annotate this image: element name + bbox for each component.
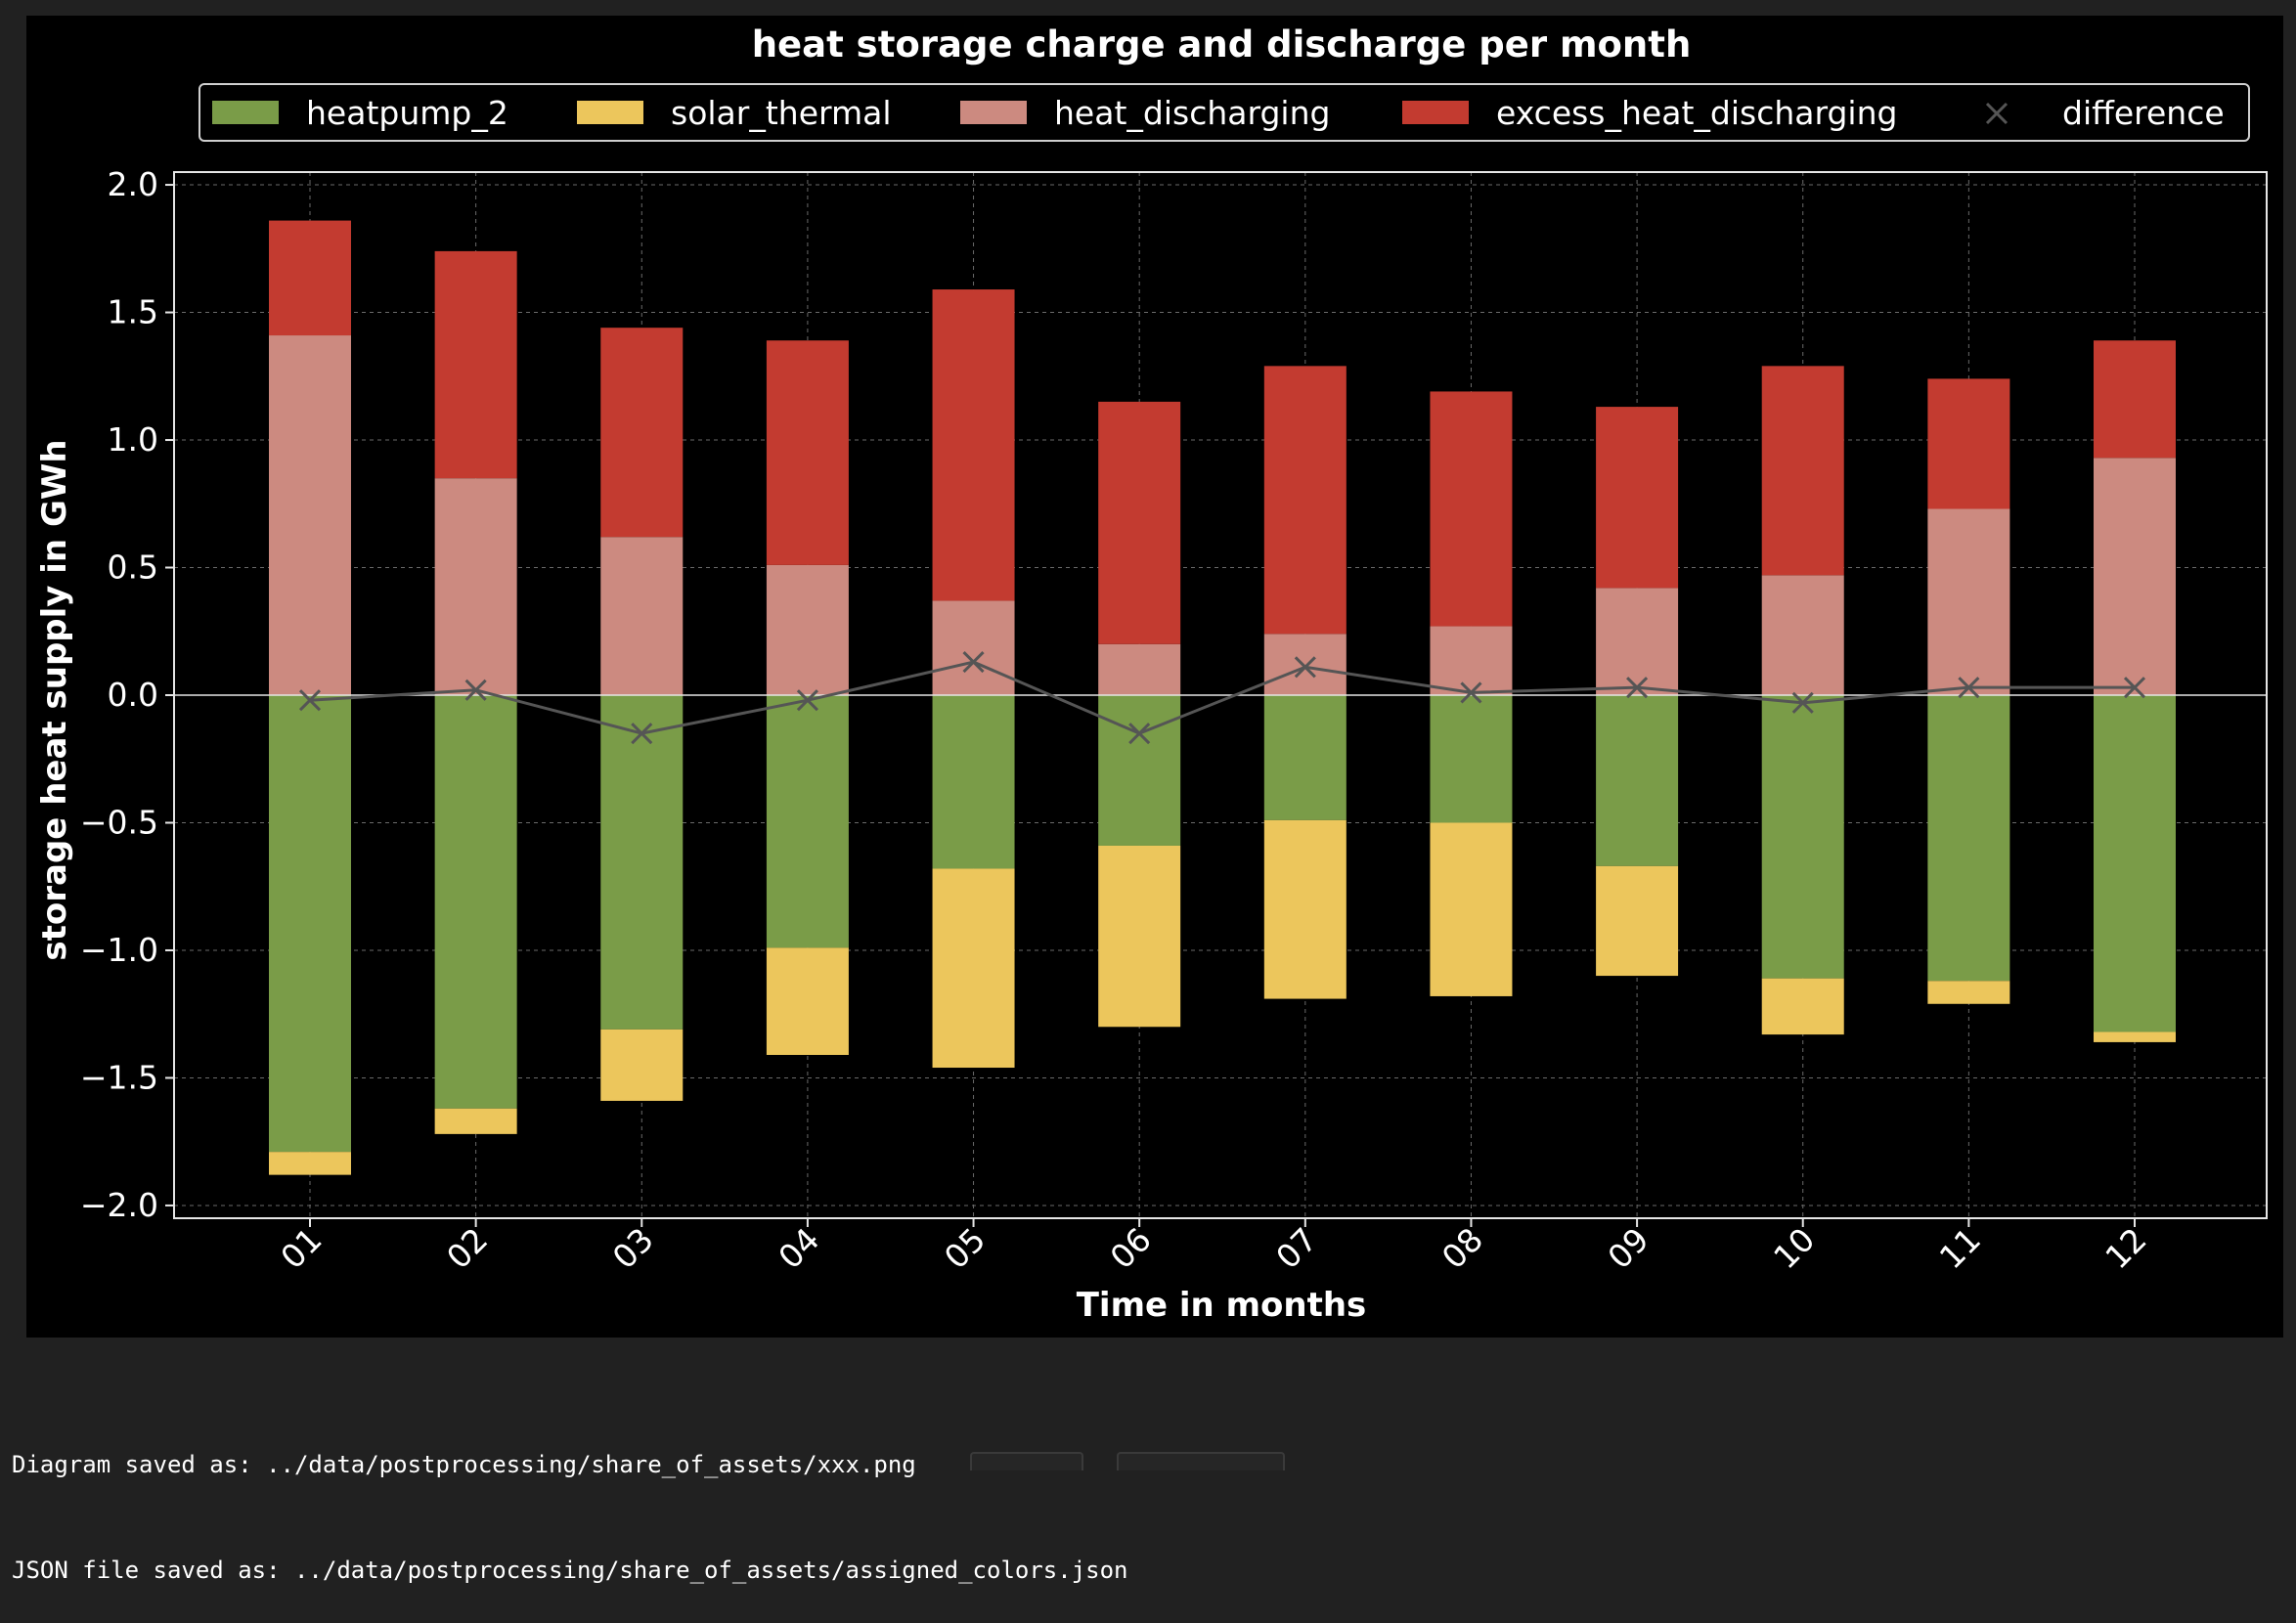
bar-heat_discharging — [1430, 626, 1513, 695]
bar-solar_thermal — [1263, 819, 1347, 999]
bar-solar_thermal — [1596, 865, 1679, 977]
difference-marker — [1958, 677, 1980, 699]
chart-figure: −2.0 −1.5 −1.0 −0.5 0.0 0.5 1.0 1.5 2.0 01 02 03 04 0… — [26, 16, 2283, 1338]
bars — [269, 220, 2176, 1175]
bar-excess_heat_discharging — [1263, 366, 1347, 635]
bar-excess_heat_discharging — [1430, 391, 1513, 627]
y-tick-label: −0.5 — [80, 803, 158, 841]
y-tick-label: −1.0 — [80, 931, 158, 969]
bar-solar_thermal — [2094, 1031, 2176, 1042]
bar-excess_heat_discharging — [600, 328, 684, 538]
bar-excess_heat_discharging — [269, 220, 351, 336]
bar-heat_discharging — [1596, 588, 1679, 695]
y-tick-label: 1.0 — [108, 420, 158, 459]
legend-swatch-heatpump_2 — [212, 101, 279, 124]
bar-solar_thermal — [1098, 845, 1181, 1028]
difference-line-path — [309, 660, 2135, 735]
bar-heat_discharging — [1761, 575, 1844, 695]
legend-label-excess_heat_discharging: excess_heat_discharging — [1496, 94, 1897, 132]
bar-solar_thermal — [269, 1152, 351, 1175]
y-axis-label: storage heat supply in GWh — [35, 439, 74, 960]
legend-label-difference: difference — [2062, 94, 2225, 132]
cell-output: Diagram saved as: ../data/postprocessing… — [12, 1377, 1128, 1623]
bar-solar_thermal — [600, 1029, 684, 1101]
bar-excess_heat_discharging — [1596, 407, 1679, 589]
toolbar-button[interactable] — [970, 1452, 1083, 1470]
bar-heatpump_2 — [600, 695, 684, 1030]
y-tick-label: −1.5 — [80, 1058, 158, 1096]
bar-solar_thermal — [1761, 978, 1844, 1035]
bar-heat_discharging — [2094, 458, 2176, 695]
legend-label-heat_discharging: heat_discharging — [1054, 94, 1330, 132]
bar-heatpump_2 — [1596, 695, 1679, 866]
bar-heatpump_2 — [1927, 695, 2010, 982]
bar-solar_thermal — [932, 868, 1015, 1069]
y-tick-label: 0.0 — [108, 676, 158, 714]
bar-excess_heat_discharging — [434, 250, 517, 479]
bar-solar_thermal — [766, 947, 849, 1055]
bar-heat_discharging — [1098, 643, 1181, 695]
chart: −2.0−1.5−1.0−0.50.00.51.01.52.001 02 03 04 0… — [26, 16, 2283, 1338]
difference-marker — [1460, 681, 1482, 704]
difference-marker — [2123, 677, 2146, 699]
bar-heat_discharging — [600, 537, 684, 695]
legend-swatch-excess_heat_discharging — [1402, 101, 1469, 124]
bar-heatpump_2 — [1761, 695, 1844, 979]
bar-heatpump_2 — [2094, 695, 2176, 1032]
bar-heat_discharging — [932, 600, 1015, 695]
legend-swatch-solar_thermal — [577, 101, 643, 124]
y-tick-label: 0.5 — [108, 548, 158, 587]
bar-excess_heat_discharging — [932, 289, 1015, 601]
bar-heatpump_2 — [1098, 695, 1181, 846]
difference-marker — [1791, 691, 1814, 714]
bar-solar_thermal — [434, 1108, 517, 1134]
difference-line — [298, 651, 2146, 745]
legend: heatpump_2 solar_thermal heat_discharging e… — [199, 83, 2250, 142]
difference-marker — [1294, 656, 1316, 679]
difference-marker — [631, 723, 653, 745]
y-tick-label: 1.5 — [108, 293, 158, 331]
legend-marker-difference — [1985, 102, 2009, 125]
difference-marker — [298, 689, 322, 712]
difference-marker — [962, 651, 985, 674]
legend-label-heatpump_2: heatpump_2 — [306, 94, 508, 132]
legend-label-solar_thermal: solar_thermal — [671, 94, 892, 132]
legend-swatch-heat_discharging — [960, 101, 1027, 124]
bar-solar_thermal — [1430, 822, 1513, 996]
bar-heatpump_2 — [932, 695, 1015, 869]
bar-heatpump_2 — [766, 695, 849, 948]
y-tick-label: −2.0 — [80, 1186, 158, 1224]
difference-marker — [796, 689, 818, 712]
difference-marker — [1626, 677, 1649, 699]
bar-heat_discharging — [434, 478, 517, 695]
bar-excess_heat_discharging — [766, 340, 849, 565]
bar-heatpump_2 — [434, 695, 517, 1109]
difference-marker — [464, 679, 487, 701]
difference-marker — [1128, 723, 1151, 745]
bar-excess_heat_discharging — [1761, 366, 1844, 576]
bar-heat_discharging — [1927, 508, 2010, 695]
bar-excess_heat_discharging — [1927, 378, 2010, 509]
bar-excess_heat_discharging — [1098, 401, 1181, 644]
toolbar-button[interactable] — [1117, 1452, 1285, 1470]
bar-heatpump_2 — [269, 695, 351, 1153]
bar-heat_discharging — [269, 335, 351, 695]
bar-heat_discharging — [1263, 634, 1347, 695]
output-line-diagram: Diagram saved as: ../data/postprocessing… — [12, 1451, 916, 1478]
output-line-json: JSON file saved as: ../data/postprocessi… — [12, 1557, 1128, 1584]
bar-heatpump_2 — [1263, 695, 1347, 820]
bar-heatpump_2 — [1430, 695, 1513, 823]
bar-excess_heat_discharging — [2094, 340, 2176, 459]
chart-title: heat storage charge and discharge per mo… — [752, 23, 1692, 66]
x-axis-label: Time in months — [1077, 1286, 1367, 1325]
bar-heat_discharging — [766, 564, 849, 695]
y-tick-label: 2.0 — [108, 165, 158, 203]
bar-solar_thermal — [1927, 981, 2010, 1004]
legend-frame — [199, 83, 2250, 142]
